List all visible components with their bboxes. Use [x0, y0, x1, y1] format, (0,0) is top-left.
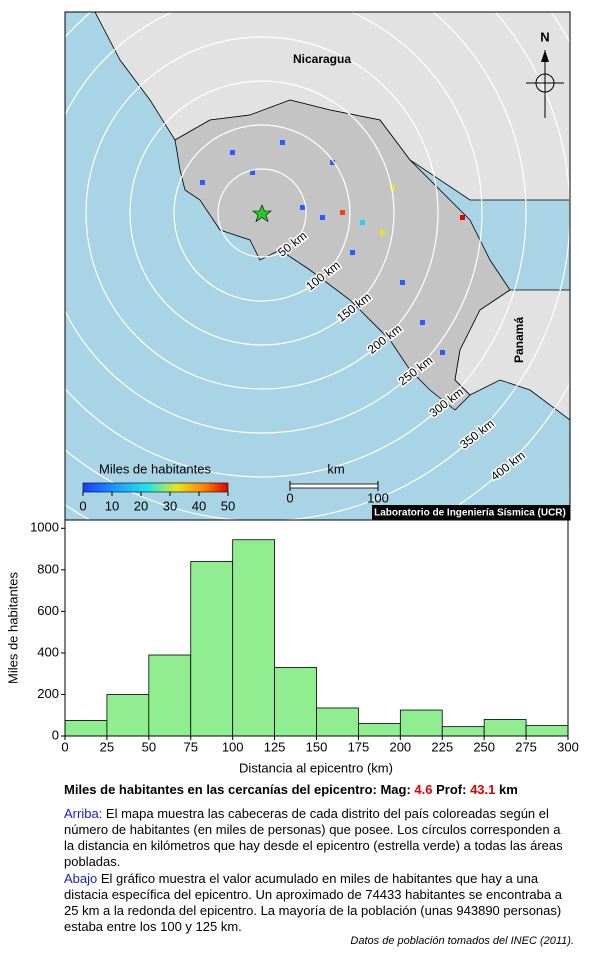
colorbar-tick-label: 50	[221, 498, 235, 513]
bar	[190, 561, 234, 737]
x-tick-label: 250	[473, 739, 495, 754]
caption: Miles de habitantes en las cercanías del…	[64, 782, 574, 798]
paragraph-lead: Abajo	[64, 871, 98, 886]
scale-title: km	[327, 461, 344, 476]
population-dots	[200, 140, 465, 355]
x-tick-label: 200	[389, 739, 411, 754]
distance-ring	[129, 80, 395, 346]
bar	[399, 709, 443, 737]
panama-land	[454, 289, 570, 421]
bar	[316, 707, 359, 737]
figure: N Nicaragua Panamá Laboratorio de Ingeni…	[5, 11, 579, 775]
y-tick-label: 600	[37, 603, 59, 618]
colorbar-tick-label: 40	[192, 498, 206, 513]
distance-ring	[65, 12, 527, 478]
depth-label: Prof:	[436, 782, 467, 797]
bar	[148, 654, 192, 737]
north-label: N	[540, 29, 549, 44]
caption-text: Miles de habitantes en las cercanías del…	[64, 782, 411, 797]
country-label: Panamá	[512, 317, 526, 363]
bar	[274, 667, 317, 737]
x-tick-label: 0	[61, 739, 68, 754]
x-tick-label: 100	[222, 739, 244, 754]
bar	[106, 694, 150, 737]
bar	[358, 723, 401, 737]
north-arrow	[526, 50, 564, 118]
legend-title: Miles de habitantes	[99, 461, 212, 476]
country-label: Nicaragua	[293, 52, 351, 66]
credit: Laboratorio de Ingeniería Sísmica (UCR)	[374, 508, 566, 519]
x-tick-label: 125	[264, 739, 286, 754]
y-tick-label: 1000	[30, 520, 59, 535]
paragraph: Abajo El gráfico muestra el valor acumul…	[64, 871, 574, 935]
x-tick-label: 300	[557, 739, 579, 754]
x-tick-label: 50	[142, 739, 156, 754]
map	[65, 12, 570, 520]
x-tick-label: 275	[515, 739, 537, 754]
paragraph-text: El gráfico muestra el valor acumulado en…	[64, 871, 562, 934]
bar	[441, 726, 485, 737]
y-tick-label: 800	[37, 561, 59, 576]
colorbar-tick-label: 30	[163, 498, 177, 513]
colorbar	[82, 482, 229, 493]
paragraph: Arriba: El mapa muestra las cabeceras de…	[64, 806, 574, 870]
y-tick-label: 200	[37, 686, 59, 701]
x-axis-label: Distancia al epicentro (km)	[239, 760, 393, 775]
scale-tick-label: 100	[367, 490, 389, 505]
distance-ring	[65, 12, 483, 434]
x-tick-label: 225	[431, 739, 453, 754]
paragraph-text: El mapa muestra las cabeceras de cada di…	[64, 806, 563, 869]
colorbar-tick-label: 20	[134, 498, 148, 513]
y-tick-label: 0	[52, 727, 59, 742]
bar	[232, 539, 275, 737]
x-tick-label: 25	[100, 739, 114, 754]
y-axis-label: Miles de habitantes	[5, 571, 20, 684]
colorbar-tick-label: 10	[105, 498, 119, 513]
scale-tick-label: 0	[286, 490, 293, 505]
distance-ring	[217, 168, 307, 258]
bar	[525, 725, 569, 737]
paragraph-lead: Arriba:	[64, 806, 103, 821]
bar	[483, 718, 527, 737]
scale-bar	[289, 483, 379, 489]
x-tick-label: 150	[306, 739, 328, 754]
x-tick-label: 175	[348, 739, 370, 754]
magnitude: 4.6	[414, 782, 433, 797]
epicenter-star	[252, 204, 272, 223]
depth-unit: km	[499, 782, 518, 797]
distance-ring	[173, 124, 351, 302]
y-tick-label: 400	[37, 644, 59, 659]
source: Datos de población tomados del INEC (201…	[350, 935, 574, 947]
bar	[64, 720, 108, 737]
credit-box	[372, 505, 570, 520]
x-tick-label: 75	[184, 739, 198, 754]
colorbar-tick-label: 0	[79, 498, 86, 513]
distance-ring	[85, 36, 439, 390]
depth: 43.1	[470, 782, 496, 797]
